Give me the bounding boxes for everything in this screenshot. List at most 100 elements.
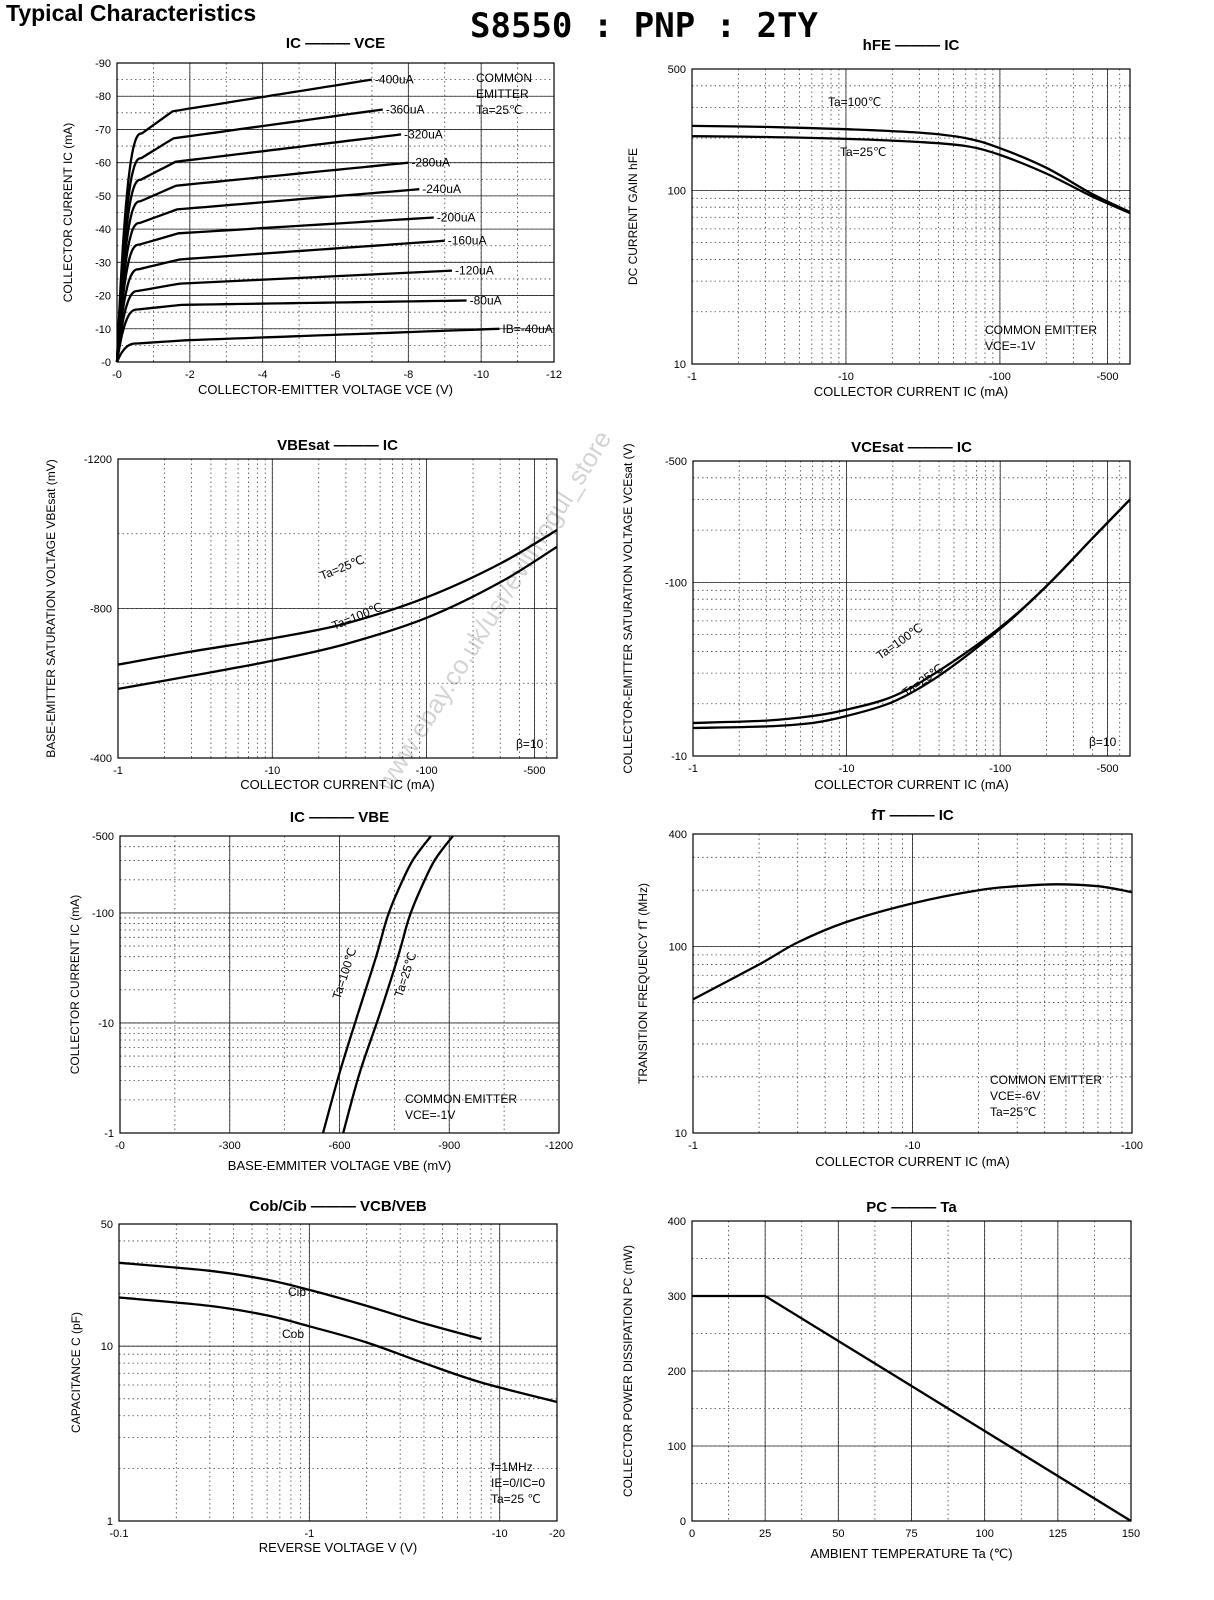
x-tick-label: -0 bbox=[115, 1140, 125, 1152]
chart-annotation: EMITTER bbox=[476, 87, 529, 101]
chart-pc-ta: 0 25 50 75 100 125 150 0 100 200 300 400 PC ——— Ta AM… bbox=[621, 1199, 1140, 1561]
curve-400uA bbox=[115, 78, 373, 363]
plot-frame bbox=[691, 1220, 1132, 1522]
chart-annotation: COMMON EMITTER bbox=[405, 1092, 517, 1106]
plot-frame bbox=[116, 62, 555, 363]
curve-label: Ta=100℃ bbox=[330, 946, 360, 1001]
curve-label: -80uA bbox=[470, 294, 502, 308]
curve-label: -280uA bbox=[411, 156, 450, 170]
curve-label: -360uA bbox=[386, 103, 425, 117]
x-tick-label: -600 bbox=[328, 1140, 350, 1152]
chart-annotation: IE=0/IC=0 bbox=[491, 1476, 545, 1490]
y-tick-label: 300 bbox=[668, 1291, 686, 1303]
y-tick-label: -1200 bbox=[84, 454, 112, 466]
chart-ic-vce: -0 -2 -4 -6 -8 -10 -12 -0 -10 -20 -30 -40 -50 -60 -70 -… bbox=[61, 35, 562, 397]
y-axis-label: TRANSITION FREQUENCY fT (MHz) bbox=[636, 883, 650, 1084]
chart-annotation: Ta=25℃ bbox=[476, 103, 523, 117]
y-tick-label: -500 bbox=[92, 831, 114, 843]
y-tick-label: -500 bbox=[665, 456, 687, 468]
chart-annotation: VCE=-6V bbox=[990, 1089, 1040, 1103]
y-tick-label: 100 bbox=[668, 185, 686, 197]
curve-label: IB=-40uA bbox=[502, 322, 552, 336]
chart-vbesat-ic: -1 -10 -100 -500 -400 -800 -1200 VBEsat ——— IC C… bbox=[44, 437, 558, 792]
x-axis-label: REVERSE VOLTAGE V (V) bbox=[259, 1540, 417, 1555]
curve-label: -320uA bbox=[404, 127, 443, 141]
x-tick-label: -1 bbox=[113, 765, 123, 777]
chart-cob-vcb: -0.1 -1 -10 -20 1 10 50 Cob/Cib ——— VCB/VEB REVE… bbox=[69, 1198, 565, 1555]
x-tick-label: -20 bbox=[549, 1528, 565, 1540]
chart-hfe-ic: -1 -10 -100 -500 10 100 500 hFE ——— IC COLLECTOR… bbox=[626, 37, 1131, 399]
chart-title: VBEsat ——— IC bbox=[277, 437, 398, 454]
chart-annotation: Ta=25℃ bbox=[990, 1105, 1037, 1119]
curve-80uA bbox=[115, 299, 467, 363]
x-tick-label: -100 bbox=[416, 765, 438, 777]
curve-IB40uA bbox=[115, 327, 500, 363]
chart-annotation: COMMON EMITTER bbox=[985, 323, 1097, 337]
y-tick-label: -10 bbox=[671, 751, 687, 763]
plot-frame bbox=[119, 835, 560, 1134]
x-axis-label: COLLECTOR CURRENT IC (mA) bbox=[240, 777, 435, 792]
y-tick-label: 10 bbox=[675, 1128, 687, 1140]
x-tick-label: -500 bbox=[1096, 371, 1118, 383]
x-tick-label: -100 bbox=[989, 371, 1011, 383]
x-tick-label: 0 bbox=[689, 1528, 695, 1540]
x-tick-label: 100 bbox=[975, 1528, 993, 1540]
plot-frame bbox=[692, 833, 1133, 1134]
y-tick-label: -70 bbox=[95, 124, 111, 136]
x-axis-label: COLLECTOR-EMITTER VOLTAGE VCE (V) bbox=[198, 382, 453, 397]
plot-frame bbox=[692, 460, 1131, 757]
x-axis-label: COLLECTOR CURRENT IC (mA) bbox=[814, 777, 1009, 792]
x-tick-label: -500 bbox=[523, 765, 545, 777]
chart-ic-vbe: -0 -300 -600 -900 -1200 -1 -10 -100 -500 IC ——— V… bbox=[68, 809, 573, 1173]
curve-360uA bbox=[115, 108, 383, 363]
y-tick-label: -50 bbox=[95, 191, 111, 203]
x-tick-label: -2 bbox=[185, 369, 195, 381]
y-axis-label: COLLECTOR POWER DISSIPATION PC (mW) bbox=[621, 1245, 635, 1497]
curve-Ta100 bbox=[321, 835, 432, 1134]
chart-title: IC ——— VCE bbox=[286, 35, 385, 52]
y-tick-label: 100 bbox=[669, 941, 687, 953]
x-tick-label: -10 bbox=[264, 765, 280, 777]
y-tick-label: -30 bbox=[95, 257, 111, 269]
x-axis-label: COLLECTOR CURRENT IC (mA) bbox=[814, 384, 1009, 399]
plot-frame bbox=[117, 458, 558, 759]
y-tick-label: 1 bbox=[107, 1516, 113, 1528]
curve-200uA bbox=[115, 216, 434, 363]
y-axis-label: DC CURRENT GAIN hFE bbox=[626, 148, 640, 285]
curve-Cib bbox=[118, 1261, 482, 1341]
x-axis-label: AMBIENT TEMPERATURE Ta (℃) bbox=[810, 1546, 1012, 1561]
chart-annotation: f=1MHz bbox=[491, 1460, 533, 1474]
curve-label: Ta=100℃ bbox=[828, 95, 881, 109]
x-tick-label: -10 bbox=[473, 369, 489, 381]
y-tick-label: 500 bbox=[668, 64, 686, 76]
curve-label: Ta=100℃ bbox=[874, 620, 926, 662]
x-tick-label: -0 bbox=[112, 369, 122, 381]
curve-label: -400uA bbox=[375, 73, 414, 87]
curve-label: -240uA bbox=[422, 182, 461, 196]
y-tick-label: 200 bbox=[668, 1366, 686, 1378]
x-tick-label: -500 bbox=[1097, 763, 1119, 775]
curve-label: Ta=25℃ bbox=[840, 145, 887, 159]
curve-label: -160uA bbox=[448, 234, 487, 248]
curve-label: Ta=25℃ bbox=[318, 552, 366, 582]
x-tick-label: -1200 bbox=[545, 1140, 573, 1152]
y-axis-label: BASE-EMITTER SATURATION VOLTAGE VBEsat (… bbox=[44, 459, 58, 757]
section-title: Typical Characteristics bbox=[6, 0, 257, 26]
curve-label: Cob bbox=[282, 1327, 304, 1341]
chart-title: PC ——— Ta bbox=[866, 1199, 957, 1216]
y-axis-label: COLLECTOR CURRENT IC (mA) bbox=[68, 895, 82, 1075]
x-tick-label: -1 bbox=[688, 763, 698, 775]
curve-Ta25 bbox=[117, 529, 558, 666]
x-tick-label: -10 bbox=[492, 1528, 508, 1540]
y-tick-label: -10 bbox=[95, 324, 111, 336]
part-title: S8550 : PNP : 2TY bbox=[470, 6, 818, 46]
curve-label: -200uA bbox=[437, 210, 476, 224]
y-tick-label: -10 bbox=[98, 1018, 114, 1030]
y-tick-label: 400 bbox=[669, 829, 687, 841]
chart-title: Cob/Cib ——— VCB/VEB bbox=[249, 1198, 427, 1215]
x-tick-label: -900 bbox=[438, 1140, 460, 1152]
curve-Ta25 bbox=[691, 135, 1131, 215]
x-tick-label: -100 bbox=[1121, 1140, 1143, 1152]
curve-280uA bbox=[115, 161, 409, 363]
